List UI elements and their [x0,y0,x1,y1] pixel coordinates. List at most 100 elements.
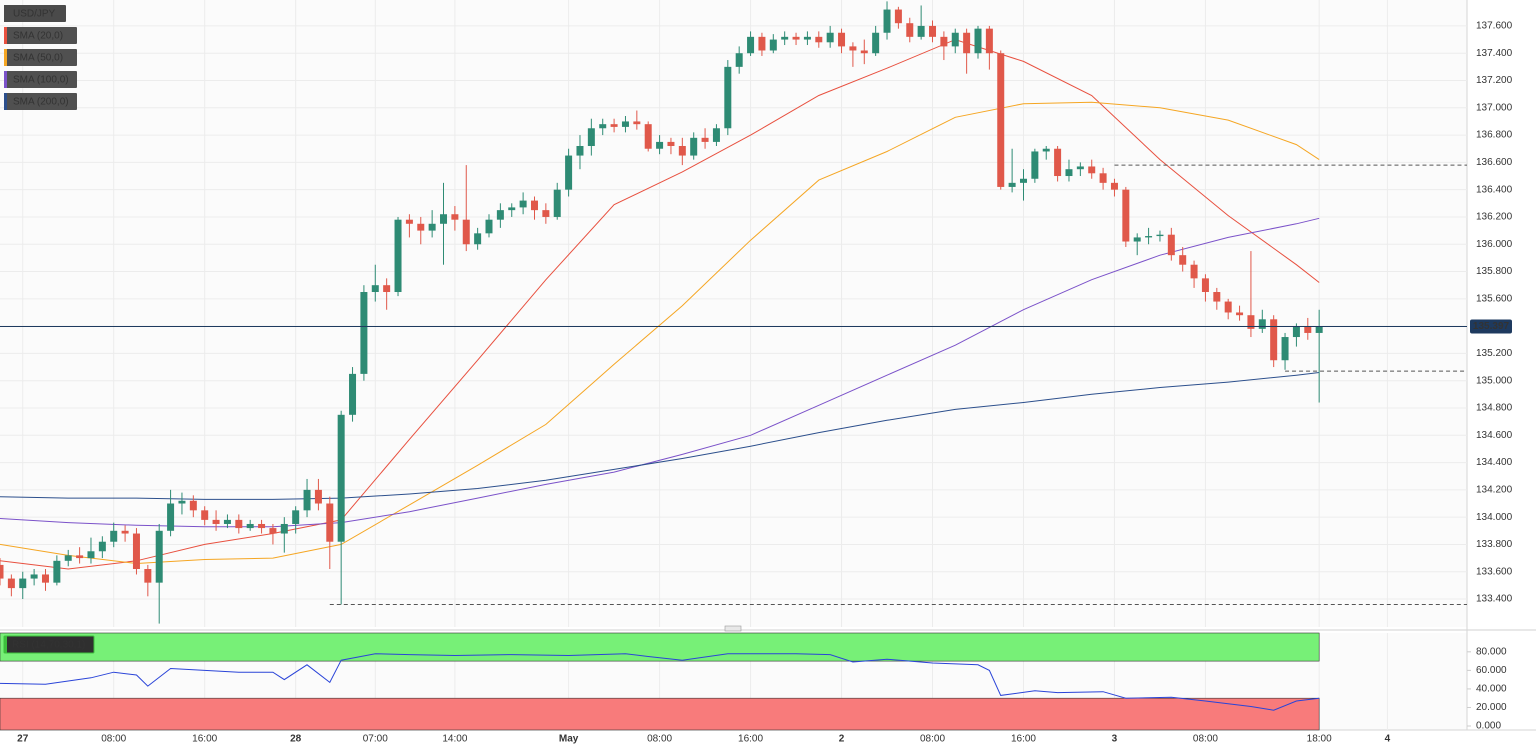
candle-body [724,66,732,129]
resize-handle[interactable] [724,625,742,632]
legend-label: SMA (20,0) [13,31,63,42]
candle-body [326,503,334,542]
candle-body [155,530,163,583]
sma-line [0,372,1320,500]
candle-body [201,510,209,520]
candle-body [1167,234,1175,256]
legend-swatch [4,71,7,88]
candle-body [1110,182,1118,190]
candle-body [383,285,391,293]
candle-body [41,574,49,583]
y-tick-label: 135.600 [1476,293,1513,304]
y-tick-label: 134.200 [1476,485,1513,496]
legend-label: USD/JPY [13,9,56,20]
candle-body [565,155,573,190]
candle-body [963,32,971,54]
candle-body [758,36,766,51]
candle-body [474,233,482,245]
candle-body [838,32,846,47]
candle-body [1031,151,1039,179]
candle-body [349,373,357,415]
candle-body [633,121,641,125]
candle-body [223,519,231,524]
candle-body [1133,237,1141,242]
sma-line [0,39,1320,570]
candle-body [872,32,880,54]
candle-body [1065,169,1073,177]
candle-body [917,25,925,37]
y-tick-label: 133.600 [1476,566,1513,577]
y-tick-label: 60.000 [1476,665,1507,676]
candle-body [121,530,129,534]
candle-body [690,137,698,156]
legend-box [4,49,77,66]
legend-swatch [4,93,7,110]
candle-body [1019,178,1027,183]
candle-body [1156,234,1164,237]
candle-body [929,25,937,37]
x-tick-label: 2 [839,734,845,745]
candle-body [667,141,675,147]
y-tick-label: 137.200 [1476,75,1513,86]
candle-body [1247,315,1255,329]
candle-body [292,510,300,524]
candle-body [314,489,322,504]
candle-body [440,214,448,224]
candle-body [0,564,4,579]
candle-body [701,137,709,142]
candle-body [1054,148,1062,177]
legend-label: RSI (14,70,30,1) [12,640,85,651]
y-tick-label: 137.600 [1476,21,1513,32]
candle-body [587,128,595,147]
candle-body [496,210,504,220]
y-tick-label: 137.400 [1476,48,1513,59]
candle-body [246,523,254,529]
y-tick-label: 80.000 [1476,646,1507,657]
candle-body [1258,319,1266,329]
candle-body [30,574,38,579]
candle-body [678,146,686,156]
candle-body [1213,292,1221,302]
candle-body [735,53,743,67]
y-tick-label: 137.000 [1476,102,1513,113]
candle-body [1292,326,1300,338]
candle-body [178,500,186,504]
legend-swatch [4,636,7,653]
candle-body [1304,326,1312,333]
candle-body [1008,182,1016,187]
candle-body [1270,319,1278,361]
candle-body [64,555,72,561]
candle-body [974,28,982,54]
candle-body [656,141,664,149]
candle-body [87,551,95,559]
candle-body [826,32,834,43]
candle-body [280,523,288,534]
y-tick-label: 0.000 [1476,721,1501,732]
candle-body [371,285,379,293]
y-tick-label: 135.200 [1476,348,1513,359]
x-tick-label: 4 [1385,734,1391,745]
y-tick-label: 134.800 [1476,403,1513,414]
overbought-zone [0,632,1320,662]
legend-swatch [4,5,7,22]
y-tick-label: 134.000 [1476,512,1513,523]
candle-body [610,124,618,127]
x-tick-label: 08:00 [647,734,672,745]
candle-body [644,124,652,149]
candle-body [76,555,84,559]
legend-box [4,93,77,110]
y-tick-label: 134.400 [1476,457,1513,468]
candle-body [519,200,527,208]
legend-label: SMA (100,0) [13,75,69,86]
candle-body [712,128,720,142]
candle-body [7,578,15,589]
candle-body [997,53,1005,187]
y-tick-label: 136.400 [1476,184,1513,195]
last-price-box [1470,319,1512,334]
candle-body [19,578,27,589]
candle-body [621,121,629,127]
candle-body [1099,173,1107,183]
candle-body [428,223,436,231]
